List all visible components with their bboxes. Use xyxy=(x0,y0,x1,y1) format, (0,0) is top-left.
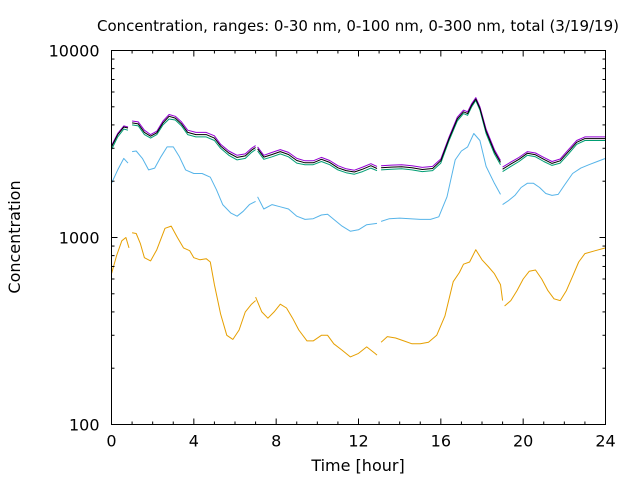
x-tick-label: 16 xyxy=(431,432,451,451)
plot-frame xyxy=(111,50,606,425)
x-tick-label: 4 xyxy=(189,432,199,451)
series-0-line-segment-1 xyxy=(132,225,256,340)
series-4-line-segment-2 xyxy=(257,148,378,173)
series-4-line-segment-0 xyxy=(111,126,129,148)
series-2-line-segment-2 xyxy=(257,150,378,175)
y-tick-label: 100 xyxy=(69,416,100,435)
x-tick-label: 0 xyxy=(106,432,116,451)
y-tick-label: 1000 xyxy=(59,229,100,248)
x-axis-label: Time [hour] xyxy=(310,456,404,475)
series-0-line-segment-2 xyxy=(255,296,378,358)
series-1-line-segment-2 xyxy=(257,196,378,232)
series-3-line-segment-2 xyxy=(257,146,378,171)
series-0-line-segment-3 xyxy=(380,249,504,345)
chart-title: Concentration, ranges: 0-30 nm, 0-100 nm… xyxy=(97,17,619,35)
series-2-line-segment-4 xyxy=(502,140,606,173)
series-1-line-segment-4 xyxy=(502,157,606,206)
series-3-line-segment-4 xyxy=(502,136,606,168)
y-axis-label: Concentration xyxy=(5,180,24,293)
series-4-line-segment-4 xyxy=(502,138,606,170)
series-2-line-segment-0 xyxy=(111,128,129,150)
series-3-line-segment-1 xyxy=(132,114,256,156)
series-3-line-segment-0 xyxy=(111,125,129,146)
series-4-line-segment-3 xyxy=(381,98,501,170)
series-1-line-segment-1 xyxy=(132,146,256,217)
series-4-line-segment-1 xyxy=(132,115,256,158)
series-0-line-segment-0 xyxy=(111,237,130,274)
series-1-line-segment-0 xyxy=(111,157,129,184)
series-0-line-segment-4 xyxy=(504,247,606,307)
series-2-line-segment-1 xyxy=(132,118,256,161)
axis-ticks: 0 4 8 12 16 20 24 100 1000 10000 xyxy=(49,42,616,451)
x-tick-label: 24 xyxy=(595,432,615,451)
series-layer xyxy=(111,97,606,358)
y-tick-label: 10000 xyxy=(49,42,100,61)
x-tick-label: 20 xyxy=(513,432,533,451)
x-tick-label: 8 xyxy=(271,432,281,451)
x-tick-label: 12 xyxy=(348,432,368,451)
series-3-line-segment-3 xyxy=(381,97,501,168)
series-1-line-segment-3 xyxy=(380,133,501,222)
